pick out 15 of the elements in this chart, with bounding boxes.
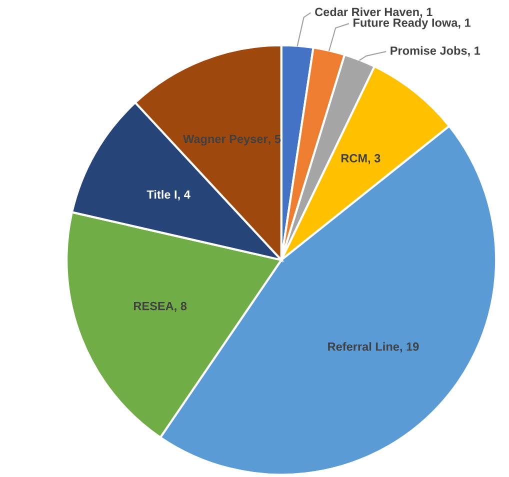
slice-label: Wagner Peyser [182, 134, 268, 146]
data-label: , 1 [458, 18, 471, 29]
data-label: , 8 [174, 302, 187, 312]
data-label: , 19 [400, 342, 419, 353]
slice-label: Cedar River Haven [315, 7, 419, 16]
slice-label: Title I [146, 190, 177, 199]
data-label: , 1 [468, 46, 480, 57]
slice-label: Future Ready Iowa [354, 18, 458, 30]
slice-label: RESEA [134, 302, 174, 310]
slice-label: RCM [341, 154, 367, 162]
slice-label: Promise Jobs [390, 46, 467, 55]
data-label: , 4 [178, 190, 190, 200]
data-label: , 3 [368, 154, 380, 164]
slice-label: Referral Line [328, 342, 400, 351]
data-label: , 1 [420, 8, 432, 18]
